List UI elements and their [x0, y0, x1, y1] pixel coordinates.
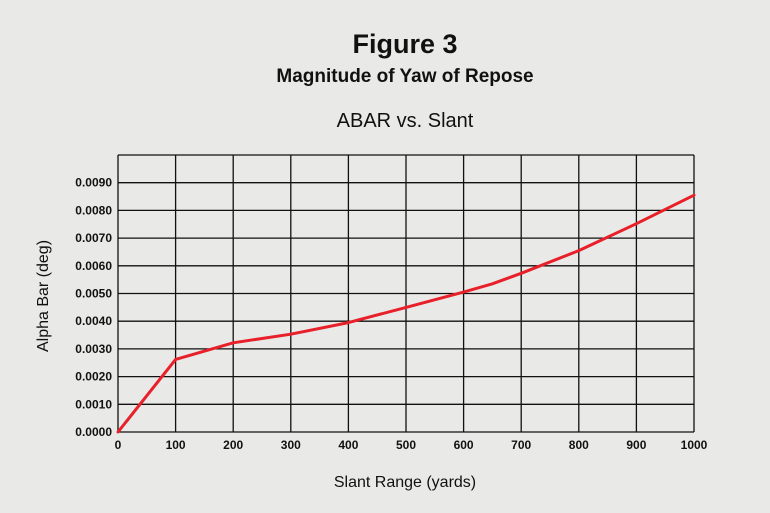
x-tick-label: 200: [223, 438, 243, 452]
y-tick-label: 0.0010: [75, 397, 112, 411]
x-tick-label: 500: [396, 438, 416, 452]
x-tick-label: 800: [569, 438, 589, 452]
figure-title: Magnitude of Yaw of Repose: [276, 66, 533, 87]
series-line: [116, 193, 696, 434]
x-axis-label: Slant Range (yards): [334, 474, 476, 491]
y-tick-label: 0.0060: [75, 259, 112, 273]
y-axis-label: Alpha Bar (deg): [35, 240, 52, 352]
y-tick-label: 0.0090: [75, 176, 112, 190]
y-tick-label: 0.0000: [75, 425, 112, 439]
x-tick-label: 700: [511, 438, 531, 452]
chart-title: ABAR vs. Slant: [337, 110, 474, 132]
x-tick-label: 900: [626, 438, 646, 452]
x-tick-label: 0: [115, 438, 122, 452]
x-tick-label: 400: [338, 438, 358, 452]
series-group: [116, 193, 696, 434]
y-tick-labels: 0.0000 0.0010 0.0020 0.0030 0.0040 0.0050 0.00…: [75, 176, 112, 439]
x-tick-label: 100: [166, 438, 186, 452]
grid: [117, 154, 695, 433]
x-tick-labels: 0 100 200 300 400 500 600 700 800 900 1000: [115, 438, 708, 452]
y-tick-label: 0.0080: [75, 203, 112, 217]
y-tick-label: 0.0020: [75, 370, 112, 384]
y-tick-label: 0.0070: [75, 231, 112, 245]
figure-label: Figure 3: [352, 29, 457, 59]
y-tick-label: 0.0040: [75, 314, 112, 328]
x-tick-label: 300: [281, 438, 301, 452]
y-tick-label: 0.0050: [75, 287, 112, 301]
y-tick-label: 0.0030: [75, 342, 112, 356]
x-tick-label: 1000: [681, 438, 708, 452]
x-tick-label: 600: [454, 438, 474, 452]
